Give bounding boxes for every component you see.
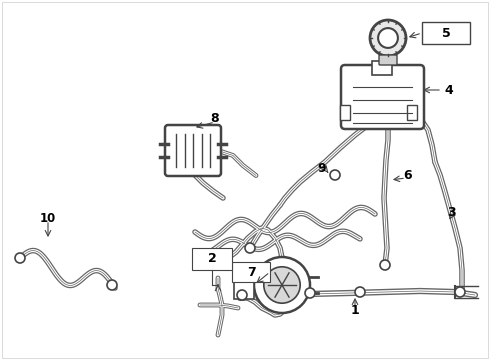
Circle shape — [380, 260, 390, 270]
Bar — [232, 262, 270, 282]
Circle shape — [305, 288, 315, 298]
Text: 6: 6 — [404, 168, 412, 181]
Circle shape — [107, 280, 117, 290]
Bar — [340, 105, 350, 120]
Text: 5: 5 — [441, 27, 450, 40]
Bar — [422, 22, 470, 44]
Circle shape — [455, 287, 465, 297]
Circle shape — [378, 28, 398, 48]
Text: 10: 10 — [40, 212, 56, 225]
Text: 1: 1 — [351, 303, 359, 316]
Circle shape — [355, 287, 365, 297]
Bar — [192, 248, 232, 270]
FancyBboxPatch shape — [165, 125, 221, 176]
Circle shape — [370, 20, 406, 56]
Text: 9: 9 — [318, 162, 326, 175]
Circle shape — [15, 253, 25, 263]
Circle shape — [264, 267, 300, 303]
Text: 2: 2 — [208, 252, 217, 266]
FancyBboxPatch shape — [379, 55, 397, 65]
Text: 3: 3 — [448, 206, 456, 219]
Circle shape — [245, 243, 255, 253]
FancyBboxPatch shape — [341, 65, 424, 129]
Circle shape — [237, 290, 247, 300]
Circle shape — [330, 170, 340, 180]
Text: 7: 7 — [246, 266, 255, 279]
Text: 8: 8 — [211, 112, 220, 125]
Bar — [234, 271, 254, 299]
Bar — [407, 105, 417, 120]
Text: 4: 4 — [444, 84, 453, 96]
Bar — [372, 61, 392, 75]
Circle shape — [254, 257, 310, 313]
